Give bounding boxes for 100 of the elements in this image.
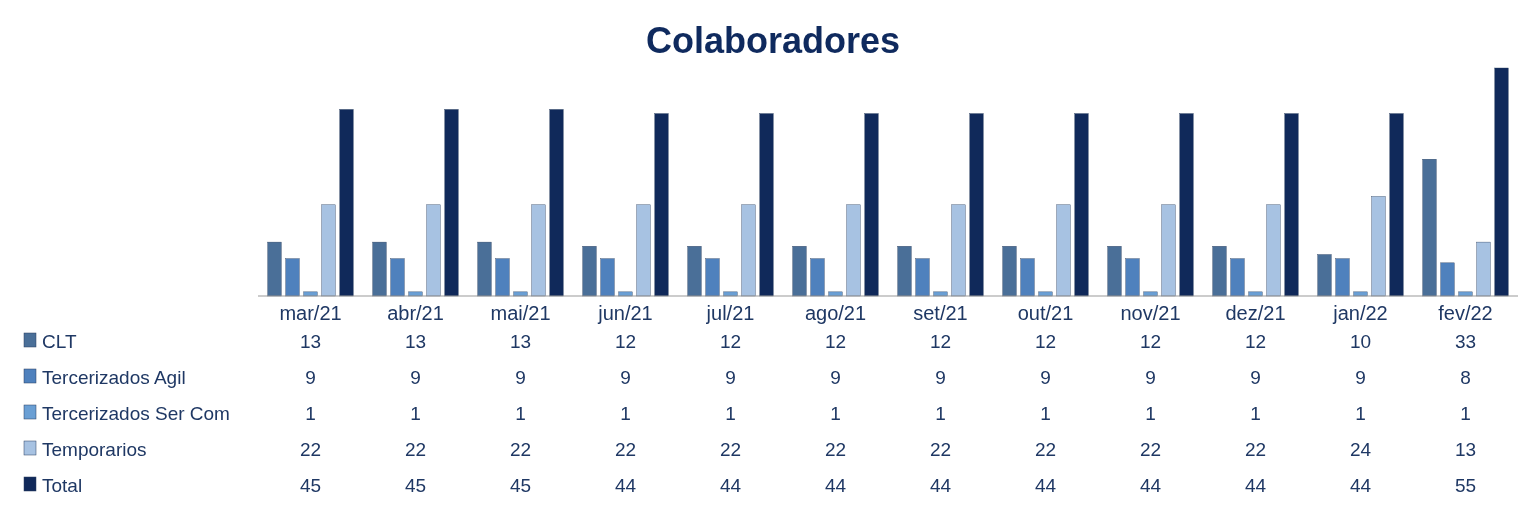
x-tick-label: jan/22 xyxy=(1332,302,1388,324)
data-label: 12 xyxy=(1244,331,1267,352)
bar xyxy=(1353,291,1368,297)
data-label: 45 xyxy=(404,475,427,496)
data-label: 13 xyxy=(1454,439,1477,460)
bar xyxy=(600,258,615,297)
legend-label: Temporarios xyxy=(42,439,147,460)
data-label: 44 xyxy=(929,475,952,496)
bar xyxy=(915,258,930,297)
bar xyxy=(1212,246,1227,297)
bar xyxy=(1266,204,1281,297)
data-label: 13 xyxy=(509,331,532,352)
bar xyxy=(1389,113,1404,297)
bar xyxy=(1317,254,1332,297)
bar xyxy=(549,109,564,297)
x-tick-label: set/21 xyxy=(913,302,968,324)
bar xyxy=(654,113,669,297)
bar xyxy=(1074,113,1089,297)
bar xyxy=(741,204,756,297)
bar xyxy=(1056,204,1071,297)
bar xyxy=(1125,258,1140,297)
chart-title: Colaboradores xyxy=(645,20,901,61)
bar xyxy=(618,291,633,297)
data-label: 45 xyxy=(509,475,532,496)
bar xyxy=(390,258,405,297)
data-label: 1 xyxy=(1355,403,1366,424)
bar xyxy=(321,204,336,297)
data-label: 44 xyxy=(614,475,637,496)
data-label: 22 xyxy=(509,439,532,460)
data-label: 1 xyxy=(305,403,316,424)
data-label: 1 xyxy=(1460,403,1471,424)
bar xyxy=(723,291,738,297)
bar xyxy=(1038,291,1053,297)
bar xyxy=(1422,159,1437,297)
data-label: 9 xyxy=(725,367,736,388)
data-label: 44 xyxy=(1244,475,1267,496)
bar xyxy=(372,241,387,297)
data-label: 44 xyxy=(1139,475,1162,496)
data-label: 1 xyxy=(620,403,631,424)
data-label: 22 xyxy=(824,439,847,460)
bar xyxy=(1248,291,1263,297)
bar xyxy=(1284,113,1299,297)
bar xyxy=(792,246,807,297)
data-label: 9 xyxy=(935,367,946,388)
bar xyxy=(1440,262,1455,297)
bar xyxy=(285,258,300,297)
data-label: 12 xyxy=(929,331,952,352)
bar xyxy=(897,246,912,297)
x-tick-label: mai/21 xyxy=(490,302,551,324)
data-label: 8 xyxy=(1460,367,1471,388)
data-label: 9 xyxy=(1355,367,1366,388)
data-label: 1 xyxy=(1040,403,1051,424)
data-label: 9 xyxy=(1040,367,1051,388)
x-tick-label: out/21 xyxy=(1017,302,1074,324)
data-label: 22 xyxy=(614,439,637,460)
data-label: 22 xyxy=(1139,439,1162,460)
bar xyxy=(444,109,459,297)
data-label: 1 xyxy=(830,403,841,424)
bar xyxy=(951,204,966,297)
bar xyxy=(1143,291,1158,297)
data-label: 22 xyxy=(929,439,952,460)
bar xyxy=(1107,246,1122,297)
data-label: 9 xyxy=(620,367,631,388)
data-label: 33 xyxy=(1454,331,1477,352)
bar xyxy=(1494,67,1509,297)
x-tick-label: mar/21 xyxy=(279,302,342,324)
legend-label: Total xyxy=(42,475,83,496)
bar xyxy=(267,241,282,297)
data-label: 45 xyxy=(299,475,322,496)
bar xyxy=(1476,241,1491,297)
data-label: 22 xyxy=(719,439,742,460)
data-label: 44 xyxy=(1034,475,1057,496)
x-tick-label: jul/21 xyxy=(705,302,755,324)
data-label: 44 xyxy=(719,475,742,496)
bar xyxy=(495,258,510,297)
bar xyxy=(1371,196,1386,297)
data-label: 9 xyxy=(410,367,421,388)
bar xyxy=(933,291,948,297)
bar xyxy=(1002,246,1017,297)
bar xyxy=(846,204,861,297)
bar xyxy=(1161,204,1176,297)
bar xyxy=(687,246,702,297)
data-label: 22 xyxy=(404,439,427,460)
bar xyxy=(864,113,879,297)
bar xyxy=(636,204,651,297)
bar xyxy=(759,113,774,297)
data-label: 12 xyxy=(824,331,847,352)
data-label: 55 xyxy=(1454,475,1477,496)
bar xyxy=(531,204,546,297)
bar xyxy=(408,291,423,297)
data-label: 9 xyxy=(305,367,316,388)
data-label: 13 xyxy=(404,331,427,352)
bar xyxy=(339,109,354,297)
data-label: 9 xyxy=(515,367,526,388)
x-tick-label: fev/22 xyxy=(1438,302,1493,324)
data-label: 22 xyxy=(299,439,322,460)
data-label: 12 xyxy=(719,331,742,352)
bar xyxy=(969,113,984,297)
data-label: 22 xyxy=(1034,439,1057,460)
data-label: 1 xyxy=(1250,403,1261,424)
